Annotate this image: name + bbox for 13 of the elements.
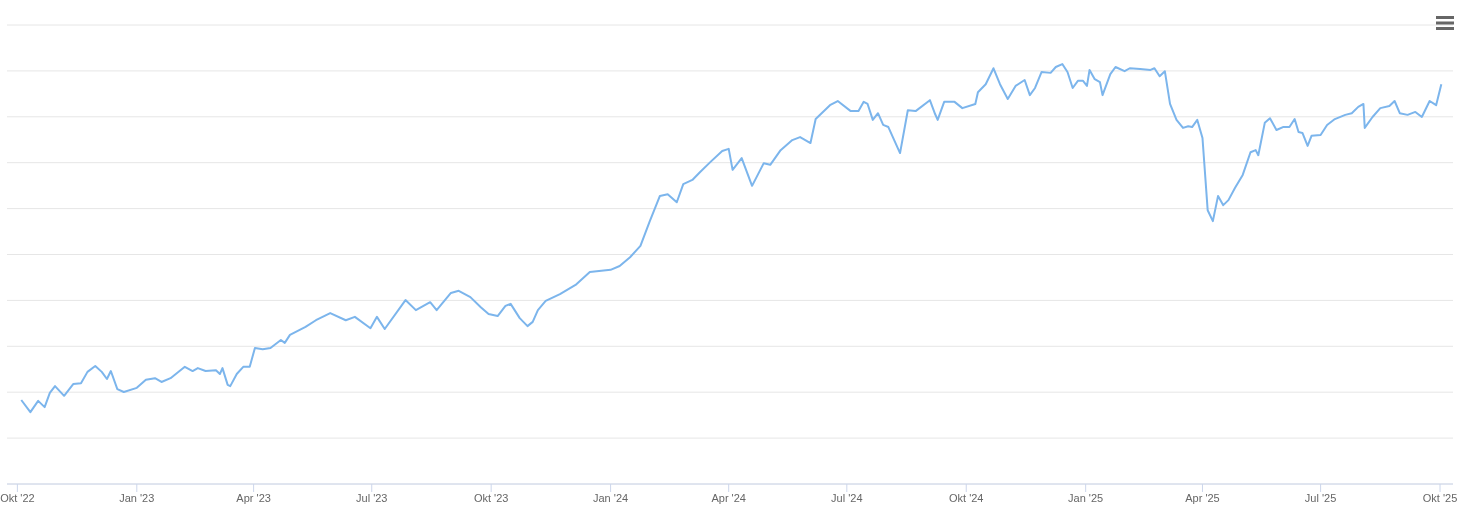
x-tick-label: Okt '25 — [1422, 491, 1458, 504]
x-tick-label: Jan '23 — [119, 491, 155, 504]
x-tick-label: Jan '24 — [593, 491, 629, 504]
x-tick-label: Okt '23 — [473, 491, 509, 504]
x-tick-label: Jul '25 — [1304, 491, 1337, 504]
x-tick-label: Okt '24 — [948, 491, 984, 504]
x-tick-label: Okt '22 — [0, 491, 35, 504]
x-tick-label: Apr '24 — [711, 491, 746, 504]
x-tick-label: Jan '25 — [1068, 491, 1104, 504]
x-tick-label: Apr '25 — [1185, 491, 1220, 504]
x-tick-label: Jul '24 — [831, 491, 863, 504]
x-tick-label: Apr '23 — [236, 491, 271, 504]
x-tick-label: Jul '23 — [356, 491, 388, 504]
